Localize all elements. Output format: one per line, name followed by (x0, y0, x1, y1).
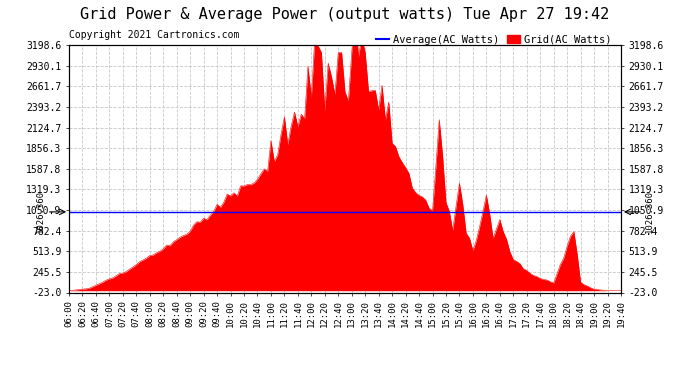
Text: Copyright 2021 Cartronics.com: Copyright 2021 Cartronics.com (69, 30, 239, 40)
Legend: Average(AC Watts), Grid(AC Watts): Average(AC Watts), Grid(AC Watts) (372, 30, 615, 49)
Text: 1026.360: 1026.360 (36, 190, 45, 233)
Text: 1026.360: 1026.360 (645, 190, 654, 233)
Text: Grid Power & Average Power (output watts) Tue Apr 27 19:42: Grid Power & Average Power (output watts… (80, 8, 610, 22)
